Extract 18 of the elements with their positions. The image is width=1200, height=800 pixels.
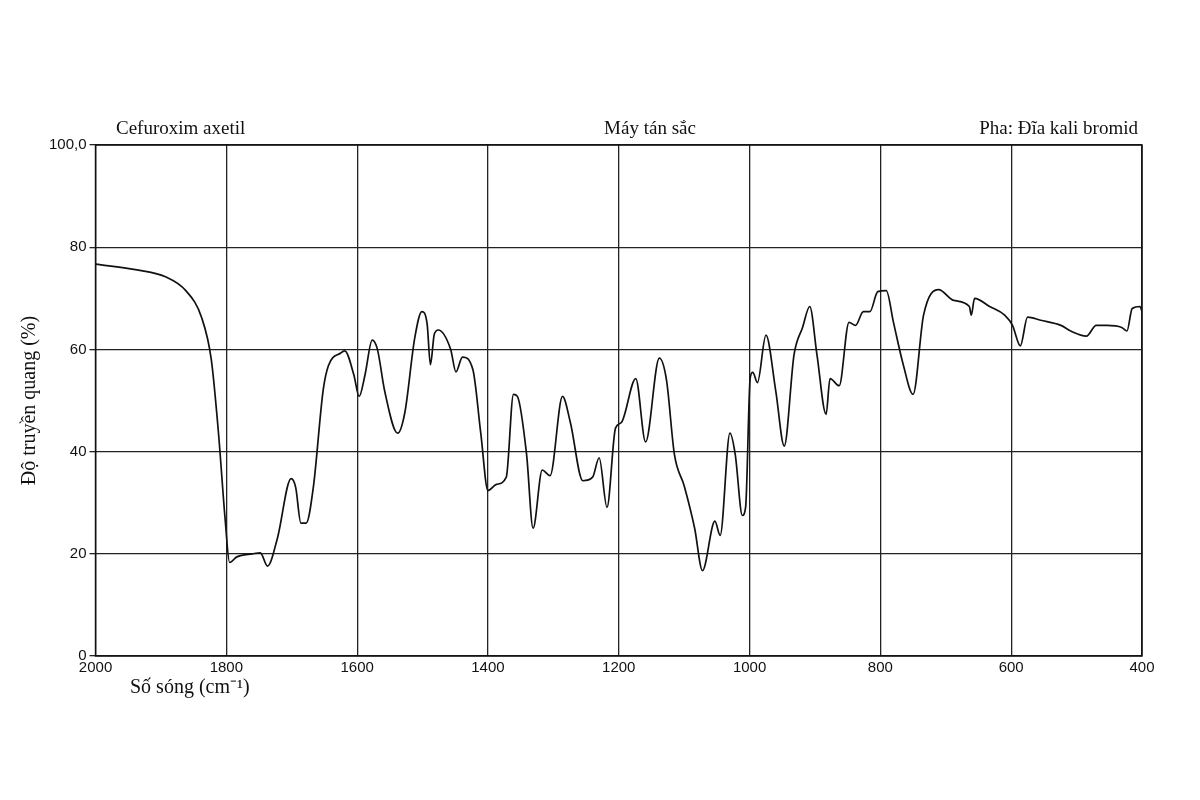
y-tick-label: 20 [69,543,87,561]
y-tick-label: 60 [69,339,87,357]
x-axis-title: Số sóng (cm⁻¹) [130,674,250,699]
x-tick-label: 400 [1129,658,1155,676]
text: Pha: Đĩa kali bromid [979,117,1138,139]
text: Máy tán sắc [603,117,697,139]
chart-title: Cefuroxim axetil [116,117,246,139]
y-tick-label: 100,0 [48,135,87,153]
x-tick-label: 1600 [340,658,374,676]
x-tick-label: 600 [998,658,1024,676]
x-tick-label: 1800 [209,658,244,676]
x-tick-label: 800 [867,658,893,676]
y-tick-label: 40 [69,441,87,459]
x-tick-label: 1200 [602,658,636,676]
y-axis-title: Độ truyền quang (%) [17,315,41,486]
y-tick-label: 80 [69,237,87,255]
x-tick-label: 1400 [471,658,505,676]
x-tick-label: 1000 [732,658,767,676]
